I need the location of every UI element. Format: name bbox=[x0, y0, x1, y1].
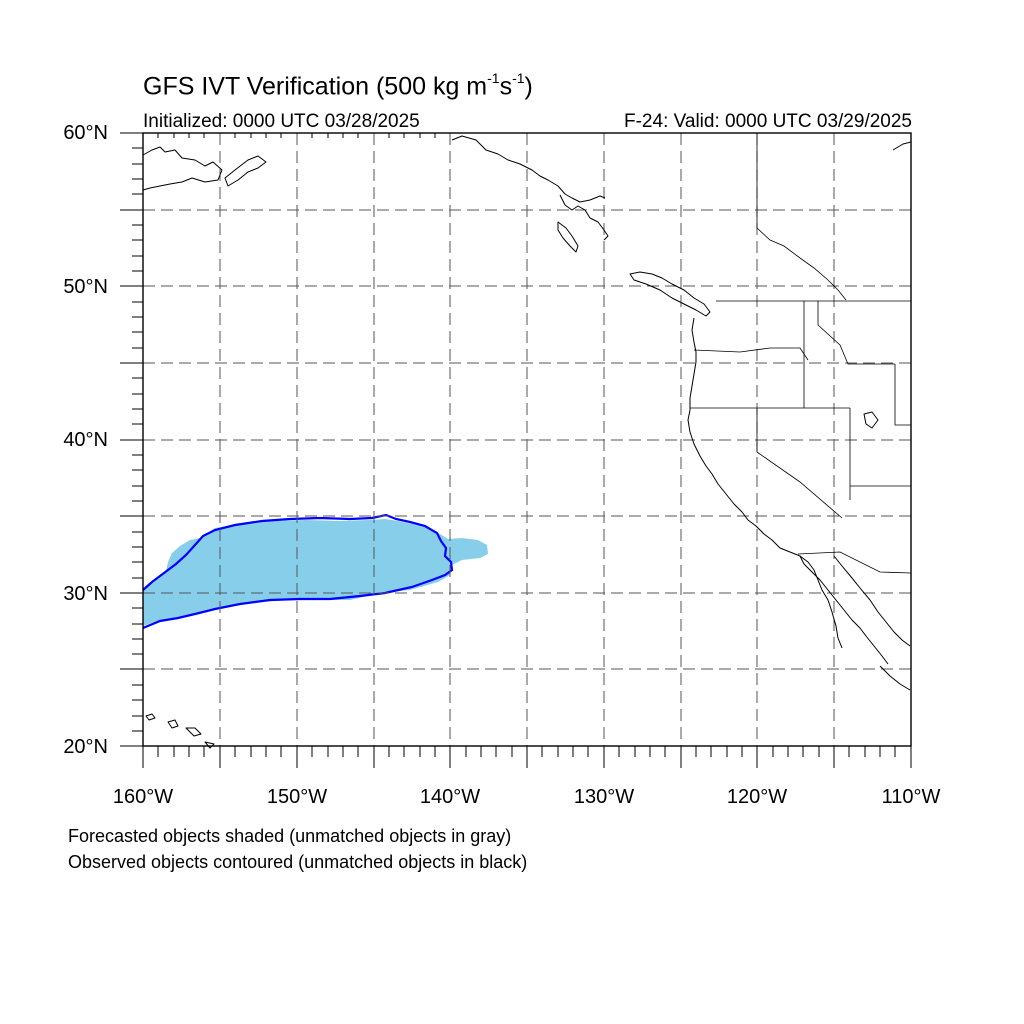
canada-province-border bbox=[756, 133, 847, 301]
map-frame bbox=[142, 132, 912, 747]
axis-ticks bbox=[120, 132, 912, 768]
vancouver-island bbox=[629, 271, 711, 317]
northeast-coast-fragment bbox=[892, 141, 912, 151]
lat-label-30n: 30°N bbox=[63, 583, 108, 605]
mexico-coast bbox=[879, 665, 911, 691]
us-west-coastline bbox=[687, 317, 843, 649]
political-borders bbox=[690, 133, 912, 574]
left-minor-ticks bbox=[132, 147, 143, 732]
top-minor-ticks bbox=[157, 133, 436, 138]
legend-observed-note: Observed objects contoured (unmatched ob… bbox=[68, 852, 528, 872]
lat-label-40n: 40°N bbox=[63, 429, 108, 451]
wyoming-border bbox=[894, 364, 911, 426]
lon-label-130w: 130°W bbox=[573, 786, 635, 808]
lon-label-140w: 140°W bbox=[419, 786, 481, 808]
lon-label-160w: 160°W bbox=[112, 786, 174, 808]
lon-label-110w: 110°W bbox=[881, 786, 941, 808]
alaska-coastline bbox=[142, 146, 223, 191]
forecast-ivt-object bbox=[143, 519, 488, 626]
baja-california bbox=[799, 555, 889, 665]
left-major-ticks bbox=[120, 132, 143, 747]
coastlines bbox=[142, 135, 912, 749]
bc-coastline bbox=[559, 194, 609, 241]
lon-label-120w: 120°W bbox=[726, 786, 788, 808]
legend-forecast-note: Forecasted objects shaded (unmatched obj… bbox=[68, 826, 512, 846]
great-salt-lake bbox=[863, 411, 879, 429]
hawaii-islands bbox=[145, 713, 215, 749]
southeast-alaska-coastline bbox=[451, 135, 606, 203]
bottom-minor-ticks bbox=[157, 746, 896, 757]
observed-ivt-contour bbox=[142, 513, 454, 630]
lat-label-20n: 20°N bbox=[63, 736, 108, 758]
bottom-major-ticks bbox=[142, 746, 912, 768]
map-graticule bbox=[143, 133, 911, 746]
nevada-california-border bbox=[756, 408, 843, 519]
initialized-label: Initialized: 0000 UTC 03/28/2025 bbox=[143, 111, 420, 132]
us-mexico-border bbox=[797, 551, 912, 574]
alaska-peninsula-coastline bbox=[224, 155, 267, 187]
haida-gwaii bbox=[557, 221, 579, 253]
valid-time-label: F-24: Valid: 0000 UTC 03/29/2025 bbox=[624, 111, 912, 132]
lon-label-150w: 150°W bbox=[266, 786, 328, 808]
gulf-of-california bbox=[833, 555, 911, 647]
lat-label-50n: 50°N bbox=[63, 276, 108, 298]
lat-label-60n: 60°N bbox=[63, 122, 108, 144]
chart-title: GFS IVT Verification (500 kg m-1s-1) bbox=[143, 70, 533, 101]
montana-border bbox=[817, 301, 895, 365]
washington-oregon-border bbox=[693, 347, 809, 361]
